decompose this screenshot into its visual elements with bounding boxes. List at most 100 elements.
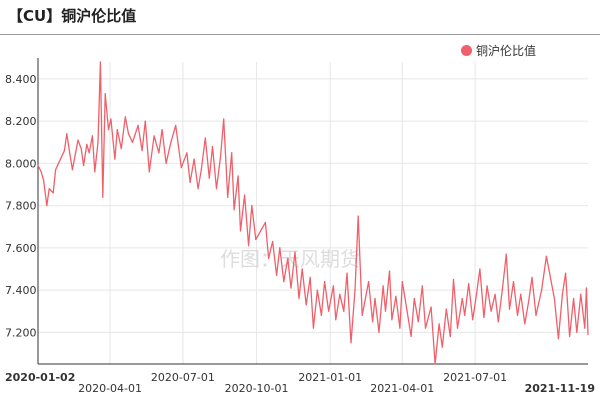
data-point xyxy=(524,323,526,325)
data-point xyxy=(175,124,177,126)
data-point xyxy=(309,276,311,278)
data-point xyxy=(497,321,499,323)
data-point xyxy=(449,335,451,338)
data-point xyxy=(374,297,376,300)
data-point xyxy=(248,245,250,247)
data-point xyxy=(86,143,88,145)
data-point xyxy=(516,314,519,316)
series-group xyxy=(37,61,589,365)
data-point xyxy=(116,129,118,131)
data-point xyxy=(55,169,57,171)
data-point xyxy=(63,150,65,152)
data-point xyxy=(520,293,522,295)
data-point xyxy=(361,314,363,316)
data-point xyxy=(350,342,352,344)
data-point xyxy=(231,152,233,154)
data-point xyxy=(75,152,77,154)
data-point xyxy=(372,321,374,323)
data-point xyxy=(110,118,112,120)
data-point xyxy=(501,289,503,291)
data-point xyxy=(180,167,182,169)
data-point xyxy=(368,281,370,283)
data-point xyxy=(445,308,447,310)
data-point xyxy=(354,289,356,291)
legend[interactable]: 铜沪伦比值 xyxy=(460,42,536,59)
data-point xyxy=(91,135,93,137)
data-point xyxy=(399,327,401,329)
data-point xyxy=(148,171,150,173)
y-tick-label: 8.000 xyxy=(5,157,37,170)
data-point xyxy=(343,310,345,312)
data-point xyxy=(569,335,571,338)
data-point xyxy=(388,270,391,272)
data-point xyxy=(324,281,326,283)
x-tick-label: 2021-07-01 xyxy=(443,371,507,384)
data-point xyxy=(158,152,160,154)
data-point xyxy=(312,327,314,329)
data-point xyxy=(48,188,50,190)
data-point xyxy=(384,310,387,312)
data-point xyxy=(576,331,578,333)
y-tick-labels: 7.200 7.400 7.600 7.800 8.000 8.200 8.400 xyxy=(5,73,37,339)
data-point xyxy=(468,283,470,285)
data-point xyxy=(410,335,412,338)
data-point xyxy=(233,209,235,211)
x-tick-label: 2020-04-01 xyxy=(78,382,142,395)
data-point xyxy=(421,285,423,287)
data-point xyxy=(276,274,278,276)
data-point xyxy=(268,257,270,259)
data-point xyxy=(565,272,567,274)
data-point xyxy=(66,133,68,135)
data-point xyxy=(200,169,202,171)
data-point xyxy=(573,297,575,300)
data-point xyxy=(438,323,440,325)
data-point xyxy=(456,327,459,329)
data-point xyxy=(413,297,415,300)
data-point xyxy=(251,205,253,207)
data-point xyxy=(99,61,101,63)
data-point xyxy=(430,306,432,308)
data-point xyxy=(585,287,588,289)
data-point xyxy=(479,268,481,270)
data-point xyxy=(294,251,296,253)
data-point xyxy=(494,293,496,295)
x-tick-label: 2020-10-01 xyxy=(225,382,289,395)
watermark: 作图：天风期货 xyxy=(220,247,360,271)
data-point xyxy=(472,319,474,321)
data-point xyxy=(137,124,139,126)
data-point xyxy=(320,314,322,316)
data-point xyxy=(77,139,79,141)
data-point xyxy=(378,331,380,333)
data-point xyxy=(208,177,210,179)
data-point xyxy=(219,156,222,158)
data-point xyxy=(279,247,281,249)
data-point xyxy=(557,338,560,340)
data-point xyxy=(161,129,163,131)
data-point xyxy=(215,188,218,190)
x-tick-label: 2020-07-01 xyxy=(151,371,215,384)
data-point xyxy=(490,310,492,312)
data-point xyxy=(107,129,110,131)
y-tick-label: 7.200 xyxy=(5,326,37,339)
data-point xyxy=(434,363,436,365)
data-point xyxy=(40,171,42,173)
data-point xyxy=(83,164,85,167)
x-tick-label: 2021-01-01 xyxy=(298,371,362,384)
data-point xyxy=(512,281,515,283)
x-tick-label: 2021-04-01 xyxy=(370,382,434,395)
data-point xyxy=(391,319,393,321)
data-point xyxy=(170,141,172,143)
data-point xyxy=(120,148,122,150)
chart-title: 【CU】铜沪伦比值 xyxy=(8,7,137,25)
data-point xyxy=(283,281,285,283)
data-point xyxy=(335,319,337,321)
data-point xyxy=(316,289,318,291)
y-tick-label: 7.800 xyxy=(5,200,37,213)
data-point xyxy=(46,205,48,207)
data-point xyxy=(114,158,116,160)
data-point xyxy=(587,333,589,335)
data-point xyxy=(141,150,143,152)
data-point xyxy=(144,120,146,122)
legend-marker-icon xyxy=(460,45,472,56)
